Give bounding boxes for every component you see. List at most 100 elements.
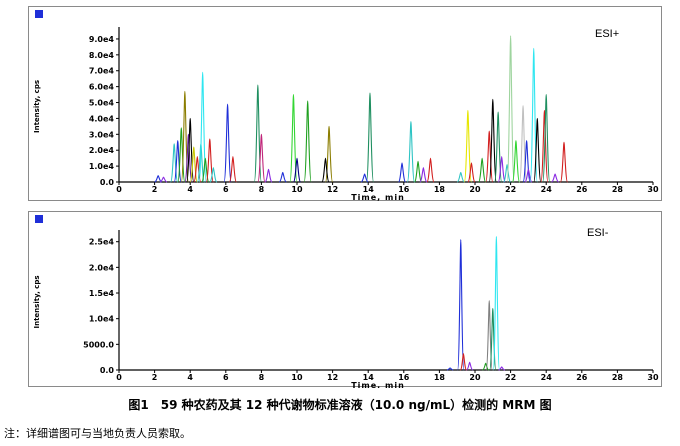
chromatogram-peak (529, 47, 538, 183)
chromatogram-peak (456, 171, 465, 183)
chromatogram-peak (542, 94, 551, 183)
y-axis-label: Intensity, cps (33, 275, 41, 328)
chromatogram-peak (289, 94, 298, 183)
chromatogram-peak (446, 367, 454, 371)
figure-caption: 图1 59 种农药及其 12 种代谢物标准溶液（10.0 ng/mL）检测的 M… (128, 398, 552, 412)
y-tick-label: 2.0e4 (89, 263, 115, 272)
y-tick-label: 5000.0 (83, 340, 114, 349)
chromatogram-peak (209, 167, 218, 183)
x-tick-label: 4 (187, 373, 193, 382)
x-tick-label: 6 (223, 373, 229, 382)
chromatogram-peak (154, 175, 162, 183)
chromatogram-peak (198, 71, 207, 183)
x-tick-label: 24 (541, 373, 553, 382)
chromatogram-peak (497, 156, 506, 183)
x-tick-label: 16 (398, 185, 410, 194)
chromatogram-peak (278, 171, 287, 183)
chromatogram-peak (459, 353, 468, 371)
x-axis-label: Time, min (351, 193, 405, 202)
mode-label: ESI+ (595, 28, 620, 40)
mode-label: ESI- (587, 227, 609, 239)
chromatogram-peak (457, 239, 465, 371)
chromatogram-peak (498, 366, 505, 371)
y-tick-label: 0.0 (100, 366, 115, 375)
x-tick-label: 26 (576, 373, 588, 382)
x-tick-label: 28 (612, 185, 624, 194)
chromatogram-peak (463, 109, 472, 183)
x-tick-label: 12 (327, 373, 338, 382)
chromatogram-peak (502, 163, 512, 183)
chromatogram-peak (506, 35, 515, 183)
panel-marker-icon (35, 10, 43, 18)
y-tick-label: 1.0e4 (89, 162, 115, 171)
chromatogram-peak (466, 361, 474, 371)
y-tick-label: 9.0e4 (89, 35, 115, 44)
y-tick-label: 2.0e4 (89, 146, 115, 155)
x-tick-label: 4 (187, 185, 193, 194)
chromatogram-peak (253, 84, 262, 183)
x-tick-label: 8 (259, 373, 265, 382)
y-tick-label: 5.0e4 (89, 99, 115, 108)
chromatogram-peak (419, 167, 428, 183)
chromatogram-peak (511, 140, 521, 183)
x-tick-label: 24 (541, 185, 553, 194)
x-tick-label: 30 (647, 185, 659, 194)
chromatogram-peak (559, 141, 569, 183)
x-tick-label: 14 (363, 373, 375, 382)
x-tick-label: 2 (152, 373, 158, 382)
esi-positive-chromatogram: 0.0 1.0e4 2.0e4 3.0e4 4.0e4 5.0e4 6.0e4 7.0e4 8.… (33, 27, 659, 202)
chromatogram-peak (551, 173, 559, 183)
chromatogram-peak (488, 98, 497, 183)
x-tick-label: 18 (434, 373, 446, 382)
chromatogram-peak (406, 121, 415, 183)
chromatogram-peak (223, 103, 232, 183)
chromatogram-peak (159, 176, 168, 183)
chromatogram-peak (321, 157, 330, 183)
esi-negative-chart-panel: ESI- 0.0 5000.0 1.0e4 1.5e4 2.0e4 2.5e4 0 2 4 6 8 1… (28, 211, 662, 388)
chromatogram-peak (360, 173, 369, 183)
chromatogram-peak (478, 157, 487, 183)
y-tick-label: 7.0e4 (89, 67, 115, 76)
panel-marker-icon (35, 215, 43, 223)
chromatogram-peak (467, 162, 476, 183)
chromatogram-peak (170, 143, 179, 183)
chromatogram-peak (518, 105, 528, 183)
x-tick-label: 12 (327, 185, 338, 194)
chromatogram-peak (177, 127, 186, 183)
esi-positive-chart-panel: ESI+ 0.0 1.0e4 2.0e4 3.0e4 4.0e4 5.0e4 6.0e4 7.… (28, 6, 662, 202)
y-tick-label: 4.0e4 (89, 114, 115, 123)
chromatogram-peak (180, 90, 189, 183)
x-tick-label: 20 (469, 373, 481, 382)
chromatogram-peak (324, 125, 334, 183)
x-tick-label: 10 (291, 185, 303, 194)
chromatogram-peak (482, 362, 489, 371)
x-tick-label: 0 (116, 185, 122, 194)
y-tick-label: 1.5e4 (89, 289, 115, 298)
y-tick-label: 8.0e4 (89, 51, 115, 60)
chromatogram-peak (303, 100, 312, 183)
chromatogram-peak (397, 162, 407, 183)
chromatogram-peak (173, 140, 182, 183)
x-tick-label: 22 (505, 373, 516, 382)
chromatogram-peak (193, 156, 202, 183)
y-tick-label: 6.0e4 (89, 83, 115, 92)
x-tick-label: 16 (398, 373, 410, 382)
chromatogram-peak (533, 117, 542, 183)
chromatogram-peak (540, 109, 549, 183)
x-tick-label: 30 (647, 373, 659, 382)
y-axis-label: Intensity, cps (33, 80, 41, 133)
x-tick-label: 18 (434, 185, 446, 194)
x-tick-label: 10 (291, 373, 303, 382)
chromatogram-peak (365, 92, 375, 183)
chromatogram-peak (522, 140, 531, 183)
y-tick-label: 3.0e4 (89, 130, 115, 139)
y-tick-label: 0.0 (100, 178, 115, 187)
x-tick-label: 22 (505, 185, 516, 194)
y-tick-label: 2.5e4 (89, 238, 115, 247)
figure-note: 注：详细谱图可与当地负责人员索取。 (4, 427, 191, 440)
y-tick-label: 1.0e4 (89, 315, 115, 324)
x-tick-label: 14 (363, 185, 375, 194)
x-axis-label: Time, min (351, 381, 405, 388)
chromatogram-peak (489, 307, 497, 371)
chromatogram-peak (492, 235, 500, 371)
